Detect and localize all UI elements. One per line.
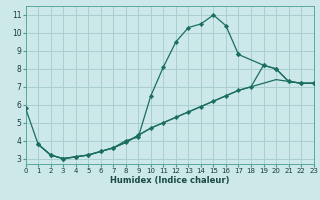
- X-axis label: Humidex (Indice chaleur): Humidex (Indice chaleur): [110, 176, 229, 185]
